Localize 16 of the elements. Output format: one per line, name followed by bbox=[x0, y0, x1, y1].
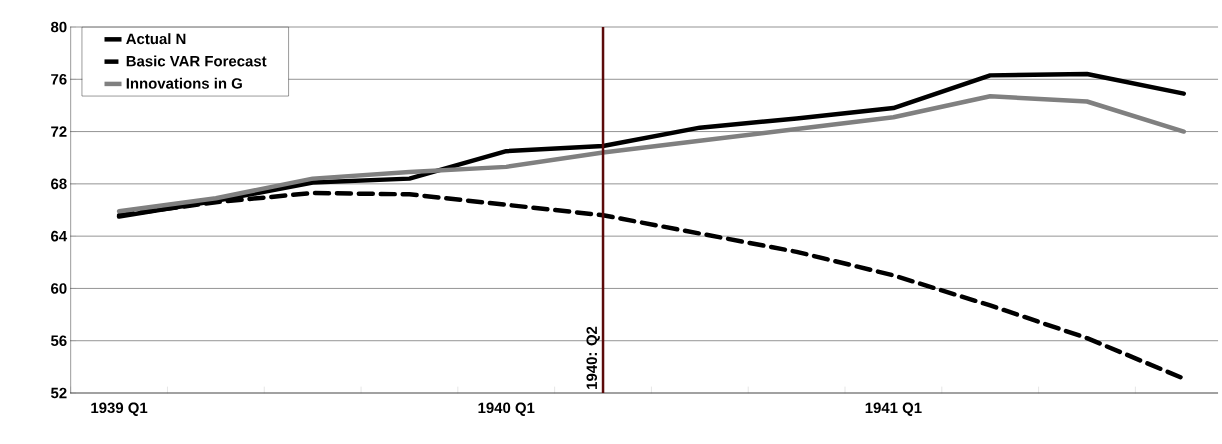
legend-label: Innovations in G bbox=[126, 77, 242, 89]
x-tick-label: 1939 Q1 bbox=[91, 402, 148, 416]
y-tick-label: 72 bbox=[51, 126, 67, 137]
legend-label: Actual N bbox=[126, 33, 186, 45]
annotation: 1940: Q2 bbox=[586, 326, 600, 389]
y-tick-label: 52 bbox=[50, 387, 67, 399]
y-tick-label: 76 bbox=[51, 74, 67, 85]
legend-label: Basic VAR Forecast bbox=[126, 55, 267, 67]
y-tick-label: 60 bbox=[51, 283, 67, 294]
y-tick-label: 56 bbox=[50, 335, 67, 347]
line-series bbox=[116, 94, 1187, 214]
y-tick-label: 68 bbox=[51, 178, 67, 190]
x-tick-label: 1940 Q1 bbox=[478, 402, 535, 416]
x-tick-label: 1941 Q1 bbox=[865, 402, 922, 416]
y-tick-label: 80 bbox=[51, 21, 67, 33]
y-tick-label: 64 bbox=[51, 230, 68, 242]
